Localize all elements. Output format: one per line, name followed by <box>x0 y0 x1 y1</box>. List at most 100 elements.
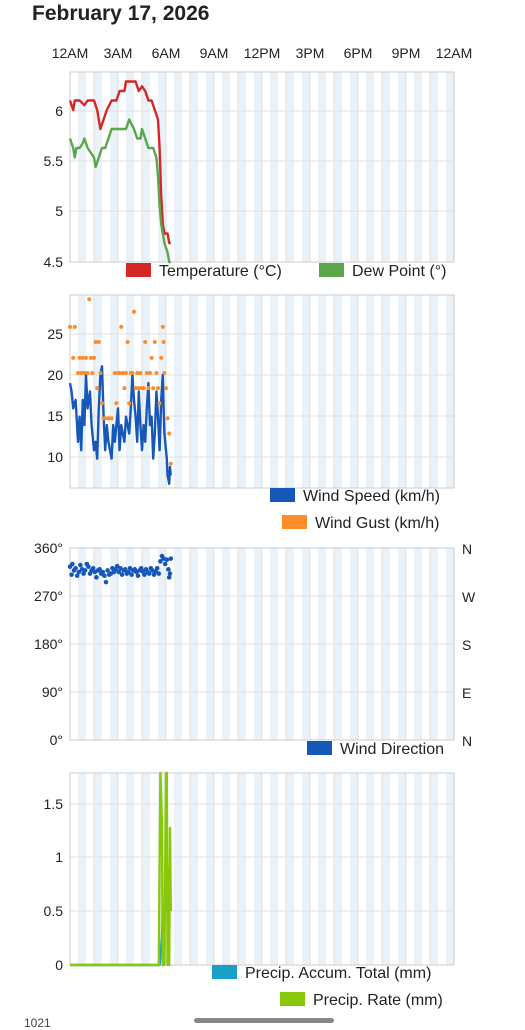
time-band <box>398 72 406 262</box>
plot-frame <box>69 71 455 263</box>
data-point <box>82 371 87 376</box>
time-band <box>142 295 150 488</box>
time-band <box>302 72 310 262</box>
series-wind-speed <box>68 365 172 485</box>
x-tick-label: 12AM <box>52 45 89 61</box>
time-band <box>334 295 342 488</box>
legend-swatch <box>307 741 332 755</box>
time-band <box>302 295 310 488</box>
time-band <box>110 72 118 262</box>
time-band <box>270 295 278 488</box>
x-tick-label: 12AM <box>436 45 473 61</box>
data-point <box>161 339 166 344</box>
plot-frame <box>69 547 455 741</box>
data-point <box>103 416 108 421</box>
data-point <box>105 568 110 573</box>
data-point <box>136 386 141 391</box>
y-tick-label: 6 <box>55 103 63 119</box>
time-band <box>350 72 358 262</box>
data-point <box>116 569 122 575</box>
time-band <box>126 295 134 488</box>
time-band <box>446 773 454 965</box>
series-wind-gust <box>68 297 173 466</box>
time-band <box>238 295 246 488</box>
y-tick-label: 0.5 <box>44 903 64 919</box>
legend-label: Dew Point (°) <box>352 263 446 280</box>
data-point <box>90 371 95 376</box>
data-point <box>160 324 165 329</box>
series-dew-point <box>68 118 171 264</box>
time-band <box>126 72 134 262</box>
data-point <box>114 401 119 406</box>
series-line <box>68 118 171 264</box>
legend-item[interactable]: Precip. Accum. Total (mm) <box>212 965 431 982</box>
data-point <box>127 401 132 406</box>
time-band <box>286 295 294 488</box>
x-tick-label: 9AM <box>200 45 229 61</box>
time-band <box>350 295 358 488</box>
data-point <box>112 371 117 376</box>
data-point <box>96 339 101 344</box>
home-indicator[interactable] <box>194 1018 334 1023</box>
time-band <box>238 773 246 965</box>
data-point <box>167 431 172 436</box>
data-point <box>158 559 163 564</box>
legend-item[interactable]: Wind Gust (km/h) <box>282 515 439 532</box>
y-tick-label: 270° <box>34 588 63 604</box>
time-band <box>334 773 342 965</box>
time-band <box>302 773 310 965</box>
data-point <box>122 567 128 572</box>
data-point <box>86 564 91 569</box>
data-point <box>84 355 88 360</box>
time-band <box>78 773 86 965</box>
legend-item[interactable]: Dew Point (°) <box>319 263 446 280</box>
time-band <box>190 72 198 262</box>
data-point <box>102 573 107 579</box>
data-point <box>126 569 131 575</box>
legend-item[interactable]: Wind Speed (km/h) <box>270 488 440 505</box>
chart-panel-1: 6 5.5 5 4.5 <box>44 71 455 270</box>
time-band <box>430 295 438 488</box>
x-tick-label: 3AM <box>104 45 133 61</box>
time-band <box>206 295 214 488</box>
data-point <box>78 562 83 568</box>
data-point <box>154 371 159 376</box>
legend-item[interactable]: Precip. Rate (mm) <box>280 992 443 1009</box>
data-point <box>90 565 96 571</box>
time-band <box>254 773 262 965</box>
data-point <box>165 416 170 421</box>
time-band <box>430 773 438 965</box>
legend-swatch <box>282 515 307 529</box>
data-point <box>129 572 134 577</box>
series-line <box>68 365 172 485</box>
data-point <box>122 386 127 391</box>
data-point <box>109 416 114 421</box>
date-title: February 17, 2026 <box>32 2 210 25</box>
data-point <box>151 386 156 391</box>
time-band <box>318 773 326 965</box>
data-point <box>164 386 168 391</box>
legend-swatch <box>280 992 305 1006</box>
legend-item[interactable]: Temperature (°C) <box>126 263 282 280</box>
time-band <box>238 72 246 262</box>
x-tick-label: 3PM <box>296 45 325 61</box>
data-point <box>148 371 152 376</box>
data-point <box>77 355 82 360</box>
data-point <box>71 355 76 360</box>
data-point <box>125 339 130 344</box>
legend-label: Wind Gust (km/h) <box>315 515 439 532</box>
legend-item[interactable]: Wind Direction <box>307 741 444 758</box>
data-point <box>76 569 82 575</box>
time-band <box>110 295 118 488</box>
data-point <box>119 572 125 577</box>
time-band <box>142 72 150 262</box>
chart-panel-2: 25 20 15 10 <box>47 294 455 489</box>
data-point <box>166 567 171 572</box>
data-point <box>133 386 138 391</box>
time-band <box>366 773 374 965</box>
data-point <box>144 371 149 376</box>
data-point <box>106 416 111 421</box>
data-point <box>141 386 146 391</box>
legend-label: Precip. Rate (mm) <box>313 992 443 1009</box>
